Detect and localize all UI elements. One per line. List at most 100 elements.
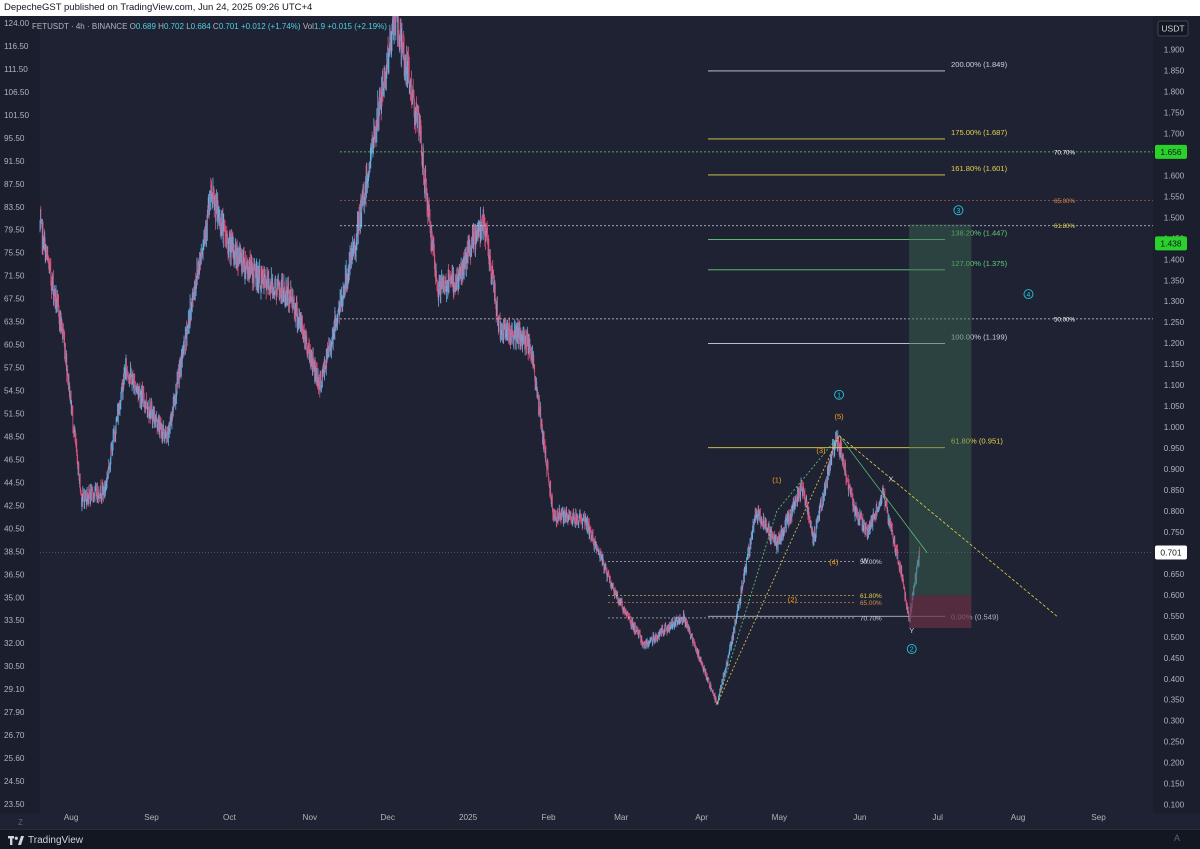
candles-layer <box>39 16 920 706</box>
left-axis-tick: 29.10 <box>4 685 25 694</box>
retracement-label-lower: 50.00% <box>860 559 882 566</box>
retracement-label-upper: 65.00% <box>1054 198 1075 205</box>
legend-h-label: H <box>158 22 164 31</box>
right-axis-tick: 1.500 <box>1164 213 1185 222</box>
left-axis-tick: 42.50 <box>4 501 25 510</box>
auto-scale-toggle[interactable]: A <box>1173 833 1180 843</box>
legend-change: +0.012 (+1.74%) <box>240 22 301 31</box>
x-axis-label: 2025 <box>459 813 478 822</box>
currency-unit: USDT <box>1161 24 1184 34</box>
symbol-legend: FETUSDT · 4h · BINANCE O0.689 H0.702 L0.… <box>32 22 387 31</box>
wave-label: W <box>861 556 869 565</box>
left-axis-tick: 67.50 <box>4 295 25 304</box>
left-axis-tick: 26.70 <box>4 731 25 740</box>
x-axis-label: Nov <box>303 813 318 822</box>
x-axis-label: Jul <box>932 813 943 822</box>
left-axis-tick: 32.00 <box>4 639 25 648</box>
wave-label: 3 <box>956 208 960 215</box>
x-axis-label: Mar <box>614 813 628 822</box>
right-axis-tick: 1.400 <box>1164 255 1185 264</box>
right-axis-tick: 0.200 <box>1164 759 1185 768</box>
publish-header: DepecheGST published on TradingView.com,… <box>0 0 1200 16</box>
right-axis-tick: 0.500 <box>1164 633 1185 642</box>
fib-extension-label: 200.00% (1.849) <box>951 60 1008 69</box>
axes-layer: 1.9001.8501.8001.7501.7001.6501.6001.550… <box>4 19 1189 822</box>
fib-extension-label: 127.00% (1.375) <box>951 259 1008 268</box>
right-axis-tick: 1.150 <box>1164 360 1185 369</box>
tradingview-brand: TradingView <box>28 834 84 846</box>
left-axis-tick: 87.50 <box>4 180 25 189</box>
left-axis-tick: 35.00 <box>4 593 25 602</box>
wave-label: 4 <box>1027 292 1031 299</box>
tradingview-logo[interactable]: TradingView <box>8 833 83 847</box>
right-axis-tick: 0.300 <box>1164 717 1185 726</box>
legend-high: 0.702 <box>163 22 184 31</box>
left-axis-tick: 51.50 <box>4 410 25 419</box>
retracement-label-upper: 70.70% <box>1054 149 1075 156</box>
right-axis-tick: 0.650 <box>1164 570 1185 579</box>
fib-extension-label: 0.00% (0.549) <box>951 612 999 621</box>
x-axis-label: Apr <box>695 813 708 822</box>
left-axis-tick: 124.00 <box>4 19 29 28</box>
triangle-inner-line <box>838 435 928 554</box>
legend-volume: 1.9 <box>313 22 326 31</box>
wave-label-circle <box>906 644 917 654</box>
retracement-label-upper: 61.80% <box>1054 223 1075 230</box>
wave-trend-line <box>716 435 840 705</box>
right-axis-tick: 1.700 <box>1164 129 1185 138</box>
x-axis-label: Dec <box>380 813 395 822</box>
fib-extension-label: 61.80% (0.951) <box>951 437 1003 446</box>
wave-channel-line <box>716 435 840 705</box>
right-axis-tick: 1.550 <box>1164 192 1185 201</box>
drawings-layer: 70.70% 65.00% 61.80% 50.00% 200.00% (1.849) 1… <box>40 60 1153 705</box>
x-axis-label: Oct <box>223 813 236 822</box>
x-axis-label: Aug <box>64 813 79 822</box>
x-axis-label: Sep <box>1091 813 1106 822</box>
left-axis-tick: 23.50 <box>4 800 25 809</box>
grid-layer <box>0 16 1200 829</box>
right-axis-tick: 0.800 <box>1164 507 1185 516</box>
right-axis-tick: 0.450 <box>1164 654 1185 663</box>
right-axis-tick: 0.600 <box>1164 591 1185 600</box>
left-axis-tick: 27.90 <box>4 708 25 717</box>
left-axis-tick: 25.60 <box>4 754 25 763</box>
left-axis-tick: 111.50 <box>4 65 28 74</box>
left-axis-tick: 33.50 <box>4 616 25 625</box>
current-price-label: 0.701 <box>1160 548 1182 558</box>
position-loss-zone <box>909 595 972 629</box>
left-axis-tick: 44.50 <box>4 478 25 487</box>
left-axis-tick: 57.50 <box>4 364 25 373</box>
left-axis-tick: 63.50 <box>4 318 25 327</box>
right-axis-tick: 0.250 <box>1164 738 1185 747</box>
left-axis-tick: 36.50 <box>4 570 25 579</box>
left-axis-tick: 101.50 <box>4 111 29 120</box>
wave-label: 1 <box>837 392 841 399</box>
legend-symbol: FETUSDT · 4h · BINANCE <box>32 22 128 31</box>
triangle-upper-line <box>838 435 1058 617</box>
footer-bar: TradingView Z A <box>0 818 1200 849</box>
legend-c-label: C <box>212 22 219 31</box>
right-axis-tick: 0.350 <box>1164 696 1185 705</box>
left-axis-tick: 106.50 <box>4 88 29 97</box>
left-axis-tick: 38.50 <box>4 547 25 556</box>
legend-volume-change: +0.015 (+2.19%) <box>327 22 387 31</box>
right-axis-tick: 1.750 <box>1164 108 1185 117</box>
right-axis-tick: 1.000 <box>1164 423 1185 432</box>
legend-close: 0.701 <box>218 22 239 31</box>
retracement-label-lower: 65.00% <box>860 600 882 607</box>
legend-l-label: L <box>186 22 191 31</box>
right-axis-tick: 1.800 <box>1164 88 1185 97</box>
price-badge-label: 1.438 <box>1160 238 1182 248</box>
x-axis-label: Feb <box>541 813 556 822</box>
right-axis-tick: 1.600 <box>1164 171 1185 180</box>
fib-extension-label: 100.00% (1.199) <box>951 333 1008 342</box>
price-chart[interactable]: 70.70% 65.00% 61.80% 50.00% 200.00% (1.849) 1… <box>0 16 1200 829</box>
fib-extension-label: 175.00% (1.687) <box>951 128 1008 137</box>
right-axis-tick: 0.900 <box>1164 465 1185 474</box>
right-axis-tick: 0.550 <box>1164 612 1185 621</box>
wave-label: (1) <box>772 476 782 485</box>
right-axis-tick: 0.150 <box>1164 780 1185 789</box>
left-axis-tick: 75.50 <box>4 249 25 258</box>
left-axis-tick: 54.50 <box>4 387 25 396</box>
